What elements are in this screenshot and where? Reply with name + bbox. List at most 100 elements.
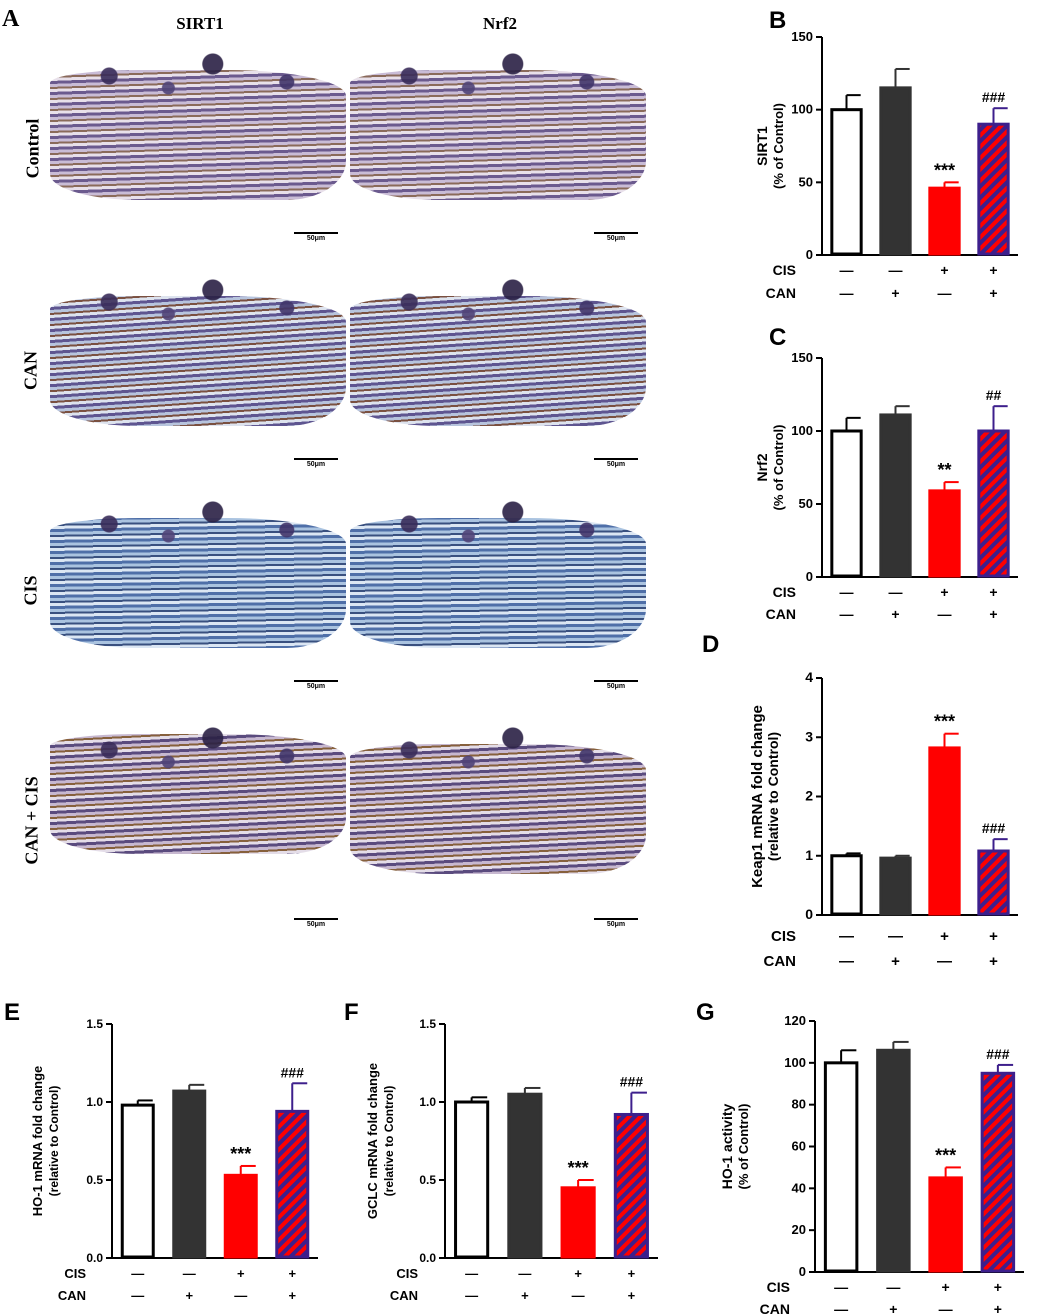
y-tick-label: 150 [791,29,813,44]
treatment-mark: — [839,928,854,945]
treatment-mark: — [888,928,903,945]
significance-label: *** [934,712,955,732]
y-axis-sublabel: (% of Control) [771,425,786,511]
treatment-mark: — [886,1279,900,1295]
chart-gclc-mrna: F 0.0 0.5 1.0 1.5 GCLC mRNA fold change (relat… [344,999,658,1303]
treatment-mark: + [989,262,997,278]
scale-bar: 50μm [594,918,638,928]
treatment-mark: + [994,1279,1002,1295]
y-tick-label: 0 [806,569,813,584]
scale-bar-label: 50μm [306,235,326,242]
bar-control [830,429,863,578]
panel-label: E [4,999,20,1026]
treatment-mark: + [940,584,948,600]
bar-control [120,1103,155,1259]
micrograph-can-cis-nrf2: 50μm [350,714,646,934]
treatment-mark: + [237,1266,245,1281]
significance-label: ### [620,1074,644,1090]
significance-label: *** [568,1158,589,1178]
treatment-mark: + [989,953,998,970]
treatment-mark: — [834,1279,848,1295]
row-label-can-cis: CAN + CIS [21,776,42,865]
micrograph-cis-nrf2: 50μm [350,488,646,708]
bar-cis [928,489,961,578]
y-axis-label: Nrf2 [754,453,770,481]
treatment-mark: + [989,928,998,945]
column-title-nrf2: Nrf2 [483,14,517,33]
chart-ho1-activity: G 0 20 40 60 80 100 120 HO-1 activity (% of Contr… [696,999,1024,1316]
y-axis-sublabel: (relative to Control) [765,732,781,861]
treatment-mark: — [938,606,952,622]
bar-cis [560,1186,596,1259]
bar-can-cis [613,1112,649,1259]
treatment-mark: + [891,606,899,622]
treatment-mark: + [994,1301,1002,1316]
treatment-label-cis: CIS [767,1279,790,1295]
micrograph-control-sirt1: 50μm [50,40,346,260]
treatment-mark: — [937,953,952,970]
y-tick-label: 60 [792,1139,806,1154]
y-tick-label: 0 [799,1264,806,1279]
bar-can-cis [977,849,1010,916]
chart-keap1: D 0 1 2 3 4 Keap1 mRNA fold change (relative to… [702,631,1018,970]
y-tick-label: 120 [784,1013,806,1028]
treatment-mark: — [840,584,854,600]
treatment-mark: — [518,1266,531,1281]
micrograph-cis-sirt1: 50μm [50,488,346,708]
treatment-mark: — [840,285,854,301]
significance-label: ** [937,460,951,480]
micrograph-can-cis-sirt1: 50μm [50,714,346,934]
bar-control [454,1100,490,1259]
y-tick-label: 2 [805,788,813,804]
scale-bar: 50μm [294,232,338,242]
y-axis-label: GCLC mRNA fold change [365,1063,380,1219]
treatment-mark: — [234,1288,247,1303]
bar-can-cis [977,122,1010,256]
y-axis-label: HO-1 mRNA fold change [30,1066,45,1216]
treatment-mark: + [940,928,949,945]
y-tick-label: 4 [805,669,813,685]
scale-bar-label: 50μm [606,461,626,468]
row-label-control: Control [22,118,43,179]
treatment-mark: — [840,262,854,278]
bar-cis [223,1173,258,1259]
significance-label: ## [986,387,1002,403]
significance-label: ### [982,89,1006,105]
treatment-mark: + [889,1301,897,1316]
treatment-mark: — [465,1266,478,1281]
treatment-mark: + [942,1279,950,1295]
y-tick-label: 100 [791,423,813,438]
y-tick-label: 3 [805,728,813,744]
bar-can [172,1089,207,1259]
treatment-mark: — [572,1288,585,1303]
treatment-mark: — [839,953,854,970]
scale-bar-label: 50μm [606,921,626,928]
panel-label: G [696,999,715,1026]
treatment-mark: — [889,262,903,278]
y-tick-label: 50 [799,174,813,189]
y-tick-label: 1 [805,847,813,863]
treatment-mark: — [183,1266,196,1281]
y-axis-sublabel: (% of Control) [771,103,786,189]
chart-nrf2: C 0 50 100 150 Nrf2 (% of Control) ** ## CIS — — + + C… [754,324,1018,622]
y-tick-label: 0.5 [419,1173,436,1187]
y-tick-label: 80 [792,1097,806,1112]
treatment-mark: + [628,1288,636,1303]
panel-label: C [769,324,786,351]
y-tick-label: 100 [784,1055,806,1070]
scale-bar: 50μm [294,918,338,928]
y-tick-label: 1.0 [419,1095,436,1109]
scale-bar-label: 50μm [306,921,326,928]
treatment-mark: — [939,1301,953,1316]
bar-can [879,86,912,256]
treatment-mark: + [185,1288,193,1303]
y-tick-label: 1.5 [419,1017,436,1031]
treatment-label-cis: CIS [773,262,796,278]
treatment-mark: — [938,285,952,301]
treatment-label-can: CAN [58,1288,86,1303]
column-title-sirt1: SIRT1 [176,14,224,33]
panel-a-label: A [2,6,20,32]
significance-label: *** [934,160,955,180]
treatment-label-can: CAN [766,606,796,622]
treatment-mark: — [889,584,903,600]
